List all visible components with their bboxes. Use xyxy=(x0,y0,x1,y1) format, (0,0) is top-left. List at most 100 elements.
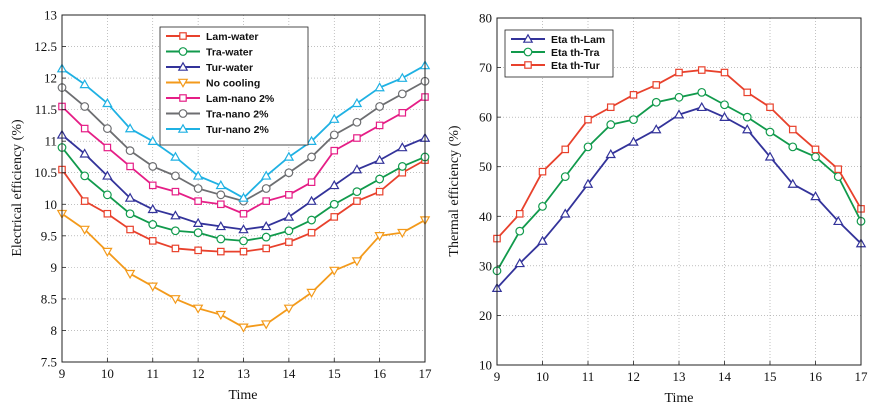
x-tick-label: 13 xyxy=(237,366,250,381)
data-point xyxy=(171,187,180,196)
data-point xyxy=(515,226,525,236)
data-point xyxy=(351,164,363,174)
data-point xyxy=(239,209,248,218)
data-point xyxy=(375,102,385,111)
data-point xyxy=(397,142,408,152)
legend-item: Tra-nano 2% xyxy=(166,109,269,121)
data-point xyxy=(217,247,225,256)
data-point xyxy=(216,234,226,244)
data-point xyxy=(147,282,158,292)
data-point xyxy=(306,135,317,145)
y-tick-label: 80 xyxy=(479,11,492,26)
data-point xyxy=(80,124,89,133)
data-point xyxy=(148,181,157,190)
data-point xyxy=(742,124,753,134)
data-point xyxy=(80,197,89,205)
data-point xyxy=(262,197,270,205)
legend-label: Lam-water xyxy=(206,31,259,43)
legend: Lam-water Tra-water Tur-water No cooling Lam… xyxy=(159,26,309,146)
legend-marker xyxy=(524,61,532,69)
legend-item: Eta th-Tur xyxy=(511,60,600,72)
legend-label: Eta th-Tur xyxy=(551,60,600,72)
data-point xyxy=(194,197,202,205)
data-point xyxy=(330,213,339,221)
legend-marker xyxy=(179,32,187,40)
data-point xyxy=(329,130,339,140)
data-point xyxy=(171,171,180,181)
x-tick-label: 9 xyxy=(494,369,501,384)
data-point xyxy=(374,154,385,164)
data-point xyxy=(810,191,821,201)
data-point xyxy=(352,117,362,127)
x-tick-label: 17 xyxy=(419,366,433,381)
data-point xyxy=(79,78,90,89)
data-point xyxy=(697,87,707,97)
y-axis-label: Electrical efficiency (%) xyxy=(10,119,25,257)
x-tick-label: 12 xyxy=(192,366,205,381)
data-point xyxy=(742,112,752,122)
legend-marker xyxy=(179,94,187,102)
data-point xyxy=(651,97,661,107)
data-point xyxy=(102,190,112,200)
data-point xyxy=(765,127,775,137)
legend-label: Tra-nano 2% xyxy=(206,109,269,121)
legend-label: Tur-water xyxy=(206,62,253,74)
x-tick-label: 13 xyxy=(673,369,686,384)
data-point xyxy=(238,224,249,234)
y-tick-label: 30 xyxy=(479,258,492,273)
data-point xyxy=(79,225,90,235)
data-point xyxy=(720,100,729,110)
data-point xyxy=(216,190,226,200)
data-point xyxy=(353,134,361,142)
data-point xyxy=(125,209,135,219)
data-point xyxy=(673,109,685,119)
data-point xyxy=(285,238,293,246)
series-layer xyxy=(56,60,431,333)
data-point xyxy=(537,235,548,245)
y-tick-label: 70 xyxy=(479,60,492,75)
data-point xyxy=(674,92,684,102)
x-tick-label: 16 xyxy=(809,369,823,384)
data-point xyxy=(102,124,112,133)
data-point xyxy=(720,68,729,77)
data-point xyxy=(126,162,134,171)
data-point xyxy=(170,151,181,161)
legend-box xyxy=(504,29,614,78)
legend-item: No cooling xyxy=(166,78,260,90)
data-point xyxy=(697,66,706,74)
legend-label: Eta th-Tra xyxy=(551,47,600,59)
data-point xyxy=(192,217,204,227)
y-tick-label: 7.5 xyxy=(41,355,57,370)
data-point xyxy=(719,111,730,121)
data-point xyxy=(743,88,752,97)
y-tick-label: 11.5 xyxy=(35,102,57,117)
legend-marker xyxy=(177,61,189,71)
data-point xyxy=(307,228,316,237)
data-point xyxy=(560,172,570,182)
data-point xyxy=(261,232,271,242)
data-point xyxy=(124,123,136,133)
legend-item: Tur-water xyxy=(166,61,253,74)
legend-box xyxy=(159,26,309,146)
data-point xyxy=(260,170,272,180)
series-tur-water xyxy=(56,129,431,234)
data-point xyxy=(788,142,798,152)
data-point xyxy=(397,72,408,82)
y-tick-label: 20 xyxy=(479,308,492,323)
data-point xyxy=(788,125,797,134)
x-tick-label: 10 xyxy=(101,366,114,381)
data-point xyxy=(262,244,270,253)
x-tick-label: 15 xyxy=(764,369,777,384)
data-point xyxy=(170,295,181,305)
data-point xyxy=(238,323,249,333)
data-point xyxy=(833,215,844,226)
data-point xyxy=(307,215,316,225)
x-tick-label: 14 xyxy=(718,369,732,384)
tick-labels: 9 10 11 12 13 14 15 16 17 7.5 8 8.5 9 9.5 10 10.5 11 11.5… xyxy=(34,8,432,382)
y-tick-label: 12 xyxy=(44,71,57,86)
data-point xyxy=(126,225,134,234)
data-point xyxy=(375,187,384,196)
data-point xyxy=(102,247,113,258)
